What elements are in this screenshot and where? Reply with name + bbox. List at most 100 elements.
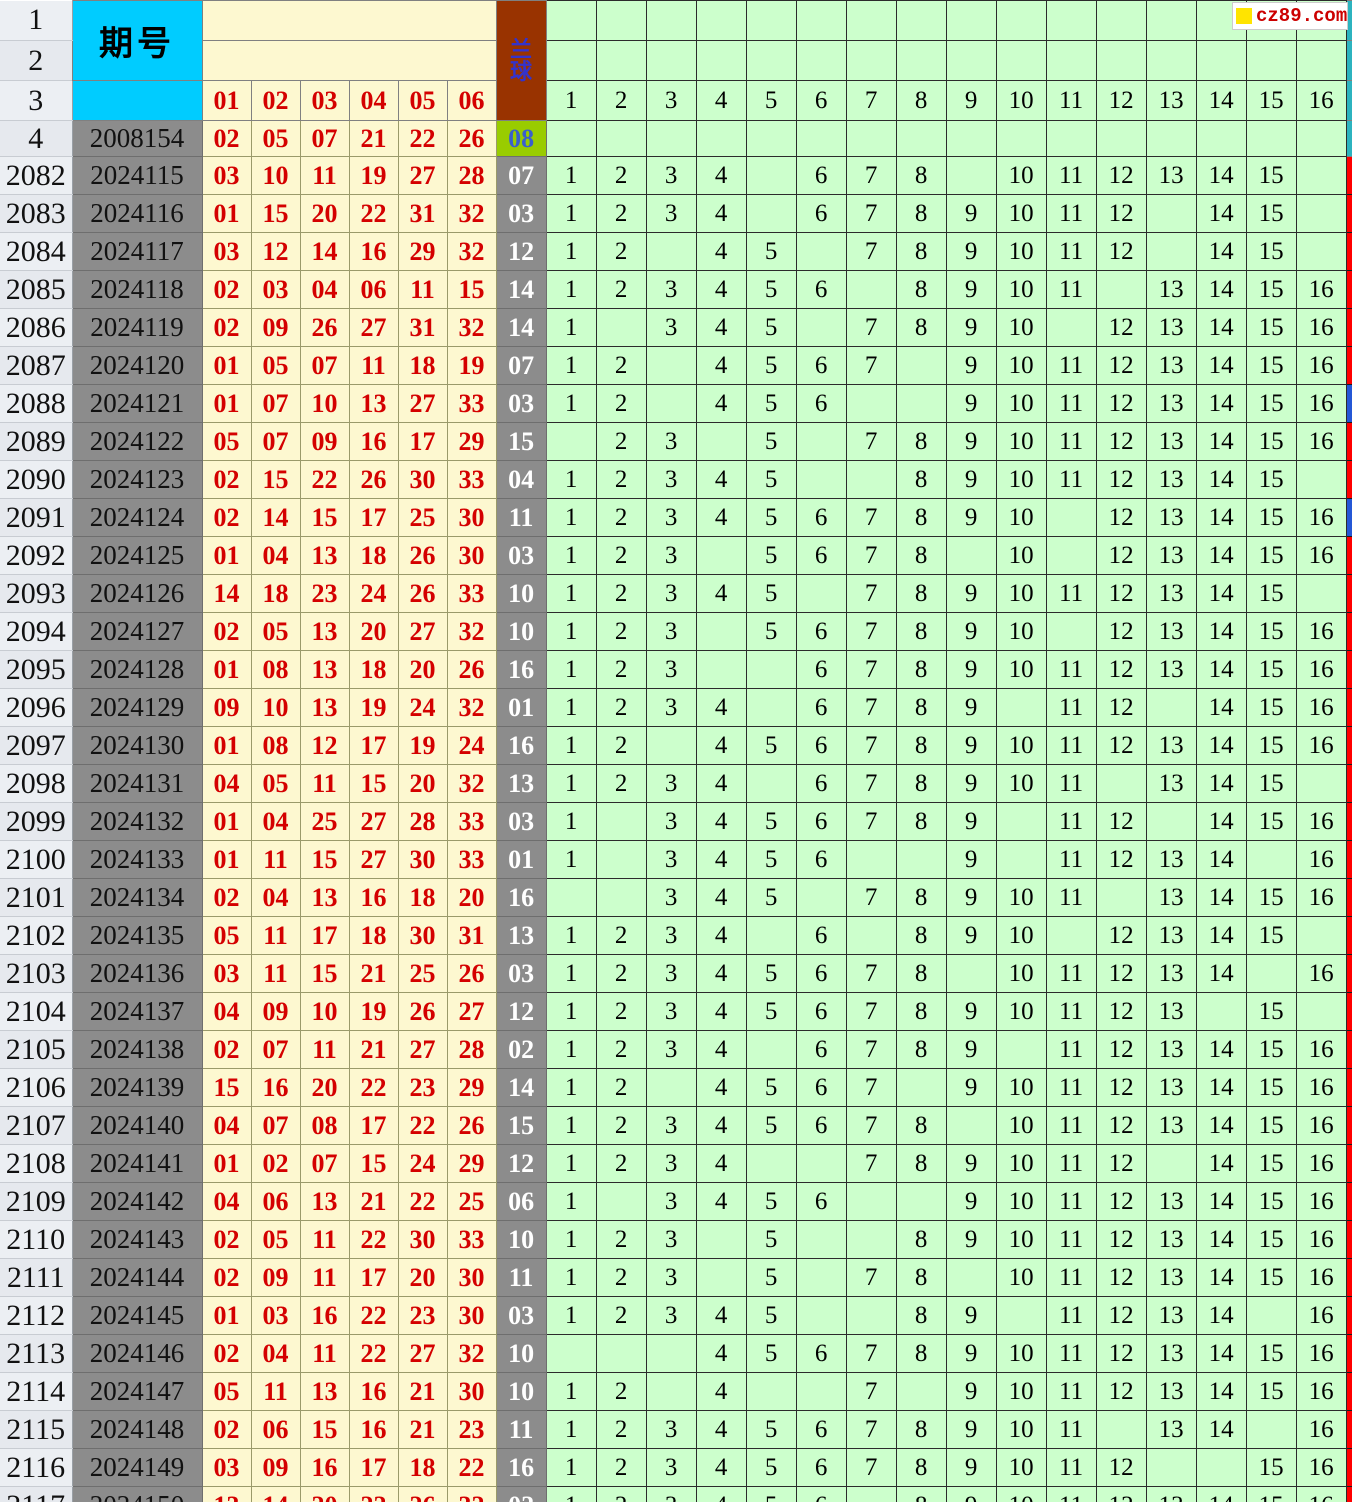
grid-cell-15: 15	[1245, 460, 1297, 499]
grid-cell-5: 5	[745, 992, 797, 1031]
sample-grid-cell-1	[545, 120, 597, 157]
grid-cell-15: 15	[1245, 726, 1297, 765]
red-ball-6: 32	[446, 612, 497, 651]
red-ball-1: 02	[201, 498, 252, 537]
red-ball-6: 32	[446, 1334, 497, 1373]
grid-cell-4: 4	[695, 194, 747, 233]
grid-cell-1: 1	[545, 1296, 597, 1335]
grid-column-header-10: 10	[995, 80, 1047, 121]
table-row: 2087 2024120 01 05 07 11 18 19 07 1 2 4 5 6 7 9 10 11 12 13…	[0, 346, 1352, 385]
table-row: 2097 2024130 01 08 12 17 19 24 16 1 2 4 5 6 7 8 9 10 11 12 1…	[0, 726, 1352, 765]
red-ball-5: 22	[397, 1106, 448, 1145]
grid-cell-10: 10	[995, 1410, 1047, 1449]
red-ball-4: 16	[348, 422, 399, 461]
grid-cell-16: 16	[1295, 1448, 1347, 1487]
blue-ball: 15	[495, 422, 547, 461]
grid-cell-16	[1295, 194, 1347, 233]
red-ball-1: 01	[201, 802, 252, 841]
red-ball-6: 30	[446, 1258, 497, 1297]
issue-number: 2024147	[71, 1372, 203, 1411]
grid-cell-6: 6	[795, 1486, 847, 1502]
grid-cell-7	[845, 384, 897, 423]
grid-cell-10: 10	[995, 612, 1047, 651]
grid-cell-7: 7	[845, 954, 897, 993]
grid-cell-5: 5	[745, 1410, 797, 1449]
grid-cell-8: 8	[895, 308, 947, 347]
grid-cell-4: 4	[695, 498, 747, 537]
grid-cell-5: 5	[745, 1448, 797, 1487]
grid-cell-13: 13	[1145, 1030, 1197, 1069]
grid-cell-1: 1	[545, 612, 597, 651]
grid-cell-8: 8	[895, 764, 947, 803]
red-ball-5: 30	[397, 916, 448, 955]
grid-cell-7	[845, 840, 897, 879]
red-ball-5: 17	[397, 422, 448, 461]
issue-number: 2024142	[71, 1182, 203, 1221]
row-number-gutter: 2110	[0, 1220, 73, 1259]
grid-cell-3: 3	[645, 1220, 697, 1259]
grid-cell-10: 10	[995, 156, 1047, 195]
red-ball-6: 26	[446, 1106, 497, 1145]
status-badge: 围中	[1345, 536, 1352, 575]
grid-cell-3: 3	[645, 992, 697, 1031]
column-header-blue-ball: 兰球	[495, 0, 547, 121]
red-ball-4: 22	[348, 194, 399, 233]
blue-ball: 07	[495, 156, 547, 195]
grid-cell-13: 13	[1145, 346, 1197, 385]
blue-ball: 03	[495, 384, 547, 423]
grid-cell-5: 5	[745, 1486, 797, 1502]
grid-header-blank2-5	[745, 40, 797, 81]
row-number-gutter: 2090	[0, 460, 73, 499]
table-row: 2099 2024132 01 04 25 27 28 33 03 1 3 4 5 6 7 8 9 11 12 14 1…	[0, 802, 1352, 841]
grid-cell-1: 1	[545, 1410, 597, 1449]
grid-cell-9: 9	[945, 1182, 997, 1221]
blue-ball: 13	[495, 764, 547, 803]
grid-header-blank2-9	[945, 40, 997, 81]
red-ball-4: 18	[348, 650, 399, 689]
red-ball-1: 01	[201, 194, 252, 233]
grid-cell-11: 11	[1045, 1448, 1097, 1487]
blue-ball: 01	[495, 688, 547, 727]
red-ball-1: 01	[201, 726, 252, 765]
red-ball-3: 11	[299, 156, 350, 195]
grid-cell-6: 6	[795, 1106, 847, 1145]
red-ball-3: 11	[299, 764, 350, 803]
grid-cell-7: 7	[845, 878, 897, 917]
grid-cell-11: 11	[1045, 1106, 1097, 1145]
red-ball-5: 23	[397, 1068, 448, 1107]
grid-cell-12: 12	[1095, 954, 1147, 993]
red-ball-5: 27	[397, 1334, 448, 1373]
red-ball-1: 05	[201, 422, 252, 461]
grid-cell-12: 12	[1095, 916, 1147, 955]
grid-cell-12: 12	[1095, 1258, 1147, 1297]
sample-grid-cell-14	[1195, 120, 1247, 157]
grid-cell-16: 16	[1295, 726, 1347, 765]
red-ball-2: 15	[250, 460, 301, 499]
grid-cell-14: 14	[1195, 346, 1247, 385]
red-ball-2: 07	[250, 422, 301, 461]
grid-cell-8: 8	[895, 156, 947, 195]
grid-cell-12: 12	[1095, 726, 1147, 765]
red-ball-6: 29	[446, 1144, 497, 1183]
grid-cell-4: 4	[695, 1410, 747, 1449]
red-ball-2: 09	[250, 992, 301, 1031]
grid-cell-7: 7	[845, 574, 897, 613]
grid-cell-8: 8	[895, 1410, 947, 1449]
grid-cell-13: 13	[1145, 422, 1197, 461]
issue-number: 2024120	[71, 346, 203, 385]
red-ball-5: 20	[397, 650, 448, 689]
row-number-gutter: 2116	[0, 1448, 73, 1487]
red-ball-6: 33	[446, 1220, 497, 1259]
red-ball-5: 26	[397, 992, 448, 1031]
row-number-gutter: 2111	[0, 1258, 73, 1297]
red-ball-1: 03	[201, 232, 252, 271]
grid-header-blank2-7	[845, 40, 897, 81]
grid-cell-8: 8	[895, 1030, 947, 1069]
row-number-gutter: 2	[0, 40, 73, 81]
grid-cell-2	[595, 1334, 647, 1373]
grid-cell-13: 13	[1145, 1372, 1197, 1411]
red-ball-4: 22	[348, 1220, 399, 1259]
grid-cell-12: 12	[1095, 1144, 1147, 1183]
grid-cell-7: 7	[845, 422, 897, 461]
grid-cell-15: 15	[1245, 1220, 1297, 1259]
